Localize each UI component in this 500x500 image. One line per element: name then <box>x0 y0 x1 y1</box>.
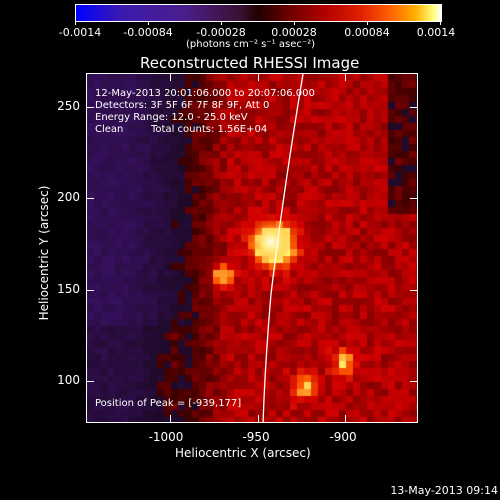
y-tick-label: 100 <box>57 373 80 387</box>
info-time: 12-May-2013 20:01:06.000 to 20:07:06.000 <box>95 88 315 99</box>
rhessi-image <box>87 74 417 422</box>
colorbar-label: -0.00084 <box>123 26 173 39</box>
x-tick <box>170 73 171 81</box>
colorbar-label: -0.00028 <box>196 26 246 39</box>
x-tick <box>345 73 346 81</box>
colorbar-tick <box>221 21 222 25</box>
y-tick <box>86 290 94 291</box>
y-tick <box>410 381 418 382</box>
colorbar-label: 0.0014 <box>416 26 456 39</box>
y-tick <box>86 381 94 382</box>
colorbar-units: (photons cm⁻² s⁻¹ asec⁻²) <box>186 39 316 50</box>
x-tick <box>258 415 259 423</box>
x-tick-label: -1000 <box>148 430 184 444</box>
colorbar-label: 0.00028 <box>271 26 317 39</box>
info-energy: Energy Range: 12.0 - 25.0 keV <box>95 112 248 123</box>
colorbar-tick <box>440 21 441 25</box>
y-tick-label: 200 <box>57 190 80 204</box>
colorbar-tick <box>75 21 76 25</box>
x-axis-title: Heliocentric X (arcsec) <box>175 446 311 460</box>
y-tick-label: 250 <box>57 99 80 113</box>
info-peak: Position of Peak = [-939,177] <box>95 398 242 409</box>
y-tick <box>86 107 94 108</box>
y-tick <box>410 290 418 291</box>
x-tick-label: -900 <box>329 430 357 444</box>
colorbar <box>75 4 442 22</box>
colorbar-label: 0.00084 <box>344 26 390 39</box>
image-plot: 12-May-2013 20:01:06.000 to 20:07:06.000… <box>86 73 418 423</box>
x-tick <box>170 415 171 423</box>
colorbar-tick <box>294 21 295 25</box>
colorbar-label: -0.0014 <box>58 26 102 39</box>
solar-limb-line <box>262 74 304 422</box>
y-tick-label: 150 <box>57 282 80 296</box>
x-tick <box>258 73 259 81</box>
colorbar-tick <box>367 21 368 25</box>
plot-title: Reconstructed RHESSI Image <box>140 54 360 72</box>
info-method: Clean <box>95 124 124 135</box>
footer-timestamp: 13-May-2013 09:14 <box>390 484 498 497</box>
y-tick <box>410 198 418 199</box>
info-counts: Total counts: 1.56E+04 <box>151 124 268 135</box>
y-tick <box>410 107 418 108</box>
colorbar-tick <box>148 21 149 25</box>
limb-overlay <box>262 74 304 422</box>
y-axis-title: Heliocentric Y (arcsec) <box>37 185 51 321</box>
info-detectors: Detectors: 3F 5F 6F 7F 8F 9F, Att 0 <box>95 100 270 111</box>
x-tick-label: -950 <box>242 430 270 444</box>
y-tick <box>86 198 94 199</box>
x-tick <box>345 415 346 423</box>
